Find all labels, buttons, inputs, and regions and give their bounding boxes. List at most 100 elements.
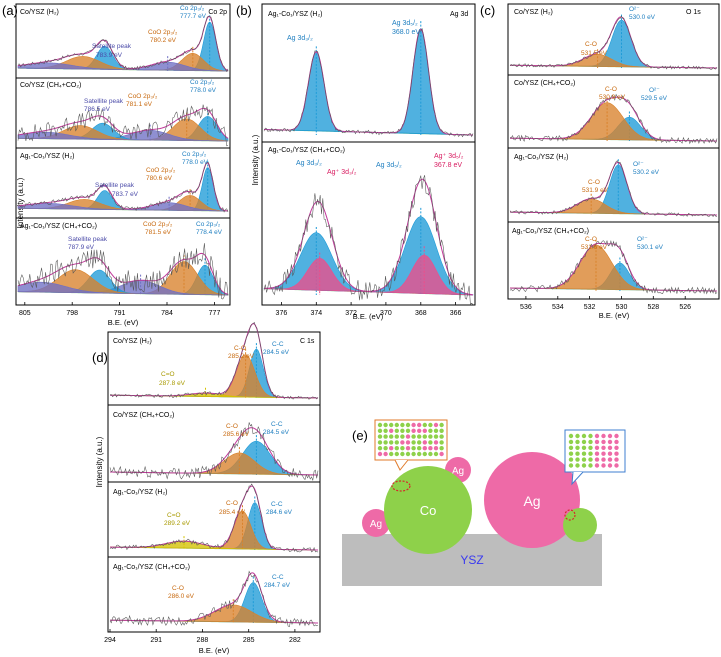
interface-highlight <box>391 480 411 492</box>
panel-e-schematic: (e) YSZ Ag Ag Co Ag <box>342 419 626 586</box>
envelope-fit <box>510 161 717 216</box>
x-tick-label: 366 <box>450 310 462 317</box>
peak-value: 531.9 eV <box>582 187 609 194</box>
co-particle <box>384 466 472 554</box>
atom-dot <box>389 446 394 451</box>
peak-label: C-O <box>226 500 238 507</box>
x-tick-label: 532 <box>584 304 596 311</box>
peak-value: 284.5 eV <box>263 429 290 436</box>
atom-dot <box>581 457 587 462</box>
atom-dot <box>607 433 613 439</box>
interface-highlight <box>564 509 576 521</box>
peak-label: Co 2p₃/₂ <box>182 151 207 158</box>
envelope-fit <box>110 572 318 624</box>
atom-dot <box>594 433 600 439</box>
atom-dot <box>601 433 606 439</box>
atom-dot <box>377 434 383 439</box>
peak-label: Satellite peak <box>68 236 108 243</box>
panel-a-ylabel: Intensity (a.u.) <box>16 177 25 228</box>
peak-value: 530.9 eV <box>599 94 626 101</box>
panel-d-ylabel: Intensity (a.u.) <box>95 436 104 487</box>
peak-label: C-C <box>272 574 284 581</box>
peak-value: 284.6 eV <box>266 509 293 516</box>
peak-label: Satellite peak <box>95 182 135 189</box>
atom-dot <box>400 440 405 445</box>
atom-dot <box>417 446 422 451</box>
peak-label: O²⁻ <box>633 161 644 168</box>
peak-value: 286.0 eV <box>168 593 195 600</box>
peak-value: 530.0 eV <box>629 14 656 21</box>
peak-label: Ag⁺ 3d₃/₂ <box>327 169 357 176</box>
x-tick-label: 784 <box>161 310 173 317</box>
sample-label: Ag₁-Co₁/YSZ (CH₄+CO₂) <box>268 147 345 154</box>
peak-value: 531.5 eV <box>581 50 608 57</box>
peak-value: 780.2 eV <box>150 37 177 44</box>
peak-value: 781.5 eV <box>145 229 172 236</box>
raw-spectrum <box>109 321 319 400</box>
peak-label: Ag 3d₃/₂ <box>287 35 313 42</box>
atom-dot <box>433 422 439 428</box>
fitted-peak <box>509 102 718 142</box>
atom-dot <box>377 446 383 451</box>
atom-dot <box>428 451 433 457</box>
atom-dot <box>383 451 388 457</box>
envelope-fit <box>17 162 229 212</box>
sample-label: Ag₁-Co₁/YSZ (H₂) <box>113 489 168 496</box>
atom-dot <box>581 445 587 450</box>
atom-dot <box>377 451 383 457</box>
atom-dot <box>614 463 619 468</box>
atom-dot <box>389 422 394 428</box>
atom-dot <box>383 434 388 439</box>
atom-dot <box>439 422 444 428</box>
ag-label: Ag <box>452 466 464 477</box>
x-tick-label: 791 <box>114 310 126 317</box>
atom-dot <box>428 422 433 428</box>
panel-d-xlabel: B.E. (eV) <box>199 646 230 655</box>
peak-value: 530.1 eV <box>637 244 664 251</box>
panel-c-frame <box>507 3 720 300</box>
peak-value: 783.7 eV <box>112 191 139 198</box>
peak-value: 786.5 eV <box>84 106 111 113</box>
atom-dot <box>428 434 433 439</box>
raw-spectrum <box>263 27 474 138</box>
peak-label: O²⁻ <box>649 87 660 94</box>
peak-label: Co 2p₃/₂ <box>196 221 221 228</box>
peak-label: CoO 2p₃/₂ <box>148 29 178 36</box>
x-tick-label: 285 <box>243 637 255 644</box>
atom-dot <box>394 440 399 445</box>
atom-dot <box>400 428 405 433</box>
panel-d-title: C 1s <box>300 338 315 345</box>
peak-label: Ag⁺ 3d₅/₂ <box>434 153 464 160</box>
x-tick-label: 777 <box>209 310 221 317</box>
peak-value: 289.2 eV <box>164 520 191 527</box>
atom-dot <box>581 439 587 445</box>
fitted-peak <box>263 28 474 136</box>
atom-dot <box>389 440 394 445</box>
peak-label: Ag 3d₅/₂ <box>376 162 402 169</box>
peak-value: 530.2 eV <box>633 169 660 176</box>
atom-dot <box>581 433 587 439</box>
atom-dot <box>417 428 422 433</box>
atom-dot <box>422 446 427 451</box>
atom-dot <box>383 446 388 451</box>
atom-dot <box>394 422 399 428</box>
peak-label: O²⁻ <box>629 6 640 13</box>
panel-c-xlabel: B.E. (eV) <box>599 311 630 320</box>
co-label: Co <box>420 503 437 518</box>
peak-value: 781.1 eV <box>126 101 153 108</box>
peak-value: 367.8 eV <box>434 162 462 169</box>
atom-dot <box>405 440 411 445</box>
peak-label: C-C <box>271 421 283 428</box>
peak-label: Ag 3d₅/₂ <box>392 20 418 27</box>
fitted-peak <box>17 281 229 296</box>
peak-value: 284.5 eV <box>263 349 290 356</box>
atom-dot <box>607 439 613 445</box>
atom-dot <box>417 434 422 439</box>
x-tick-label: 536 <box>520 304 532 311</box>
sample-label: Co/YSZ (CH₄+CO₂) <box>514 80 575 87</box>
x-tick-label: 288 <box>197 637 209 644</box>
panel-a: (a) Intensity (a.u.) Co/YSZ (H₂) Co/YSZ … <box>2 3 231 327</box>
peak-label: C=O <box>161 371 175 378</box>
x-tick-label: 530 <box>616 304 628 311</box>
peak-value: 787.9 eV <box>68 244 95 251</box>
